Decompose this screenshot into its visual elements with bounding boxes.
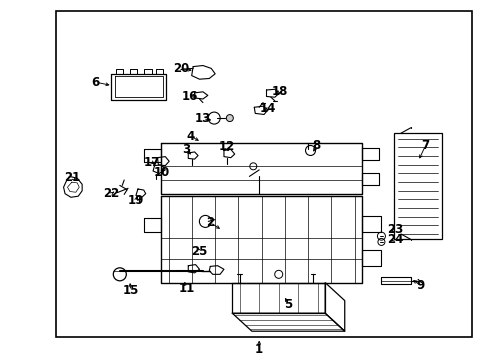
Text: 15: 15 [122, 284, 139, 297]
Text: 16: 16 [181, 90, 198, 103]
Text: 22: 22 [103, 187, 120, 200]
Text: 5: 5 [284, 298, 292, 311]
Text: 6: 6 [91, 76, 99, 89]
Text: 23: 23 [386, 223, 403, 236]
Text: 18: 18 [271, 85, 287, 98]
Text: 4: 4 [186, 130, 194, 143]
Bar [393, 133, 441, 239]
Text: 20: 20 [172, 62, 189, 75]
Text: 2: 2 [206, 216, 214, 229]
Text: 14: 14 [259, 102, 276, 115]
Bar [56, 11, 471, 337]
Circle shape [226, 114, 233, 122]
Text: 9: 9 [416, 279, 424, 292]
Text: 10: 10 [153, 166, 169, 179]
Text: 24: 24 [386, 233, 403, 246]
Text: 7: 7 [421, 139, 428, 152]
Text: 21: 21 [64, 171, 81, 184]
Text: 25: 25 [191, 246, 207, 258]
Text: 17: 17 [143, 156, 160, 168]
Text: 3: 3 [182, 143, 189, 156]
Text: 13: 13 [194, 112, 211, 125]
Text: 19: 19 [127, 194, 144, 207]
Text: 12: 12 [218, 140, 234, 153]
Text: 1: 1 [255, 343, 263, 356]
Text: 8: 8 [312, 139, 320, 152]
Text: 11: 11 [178, 282, 195, 294]
